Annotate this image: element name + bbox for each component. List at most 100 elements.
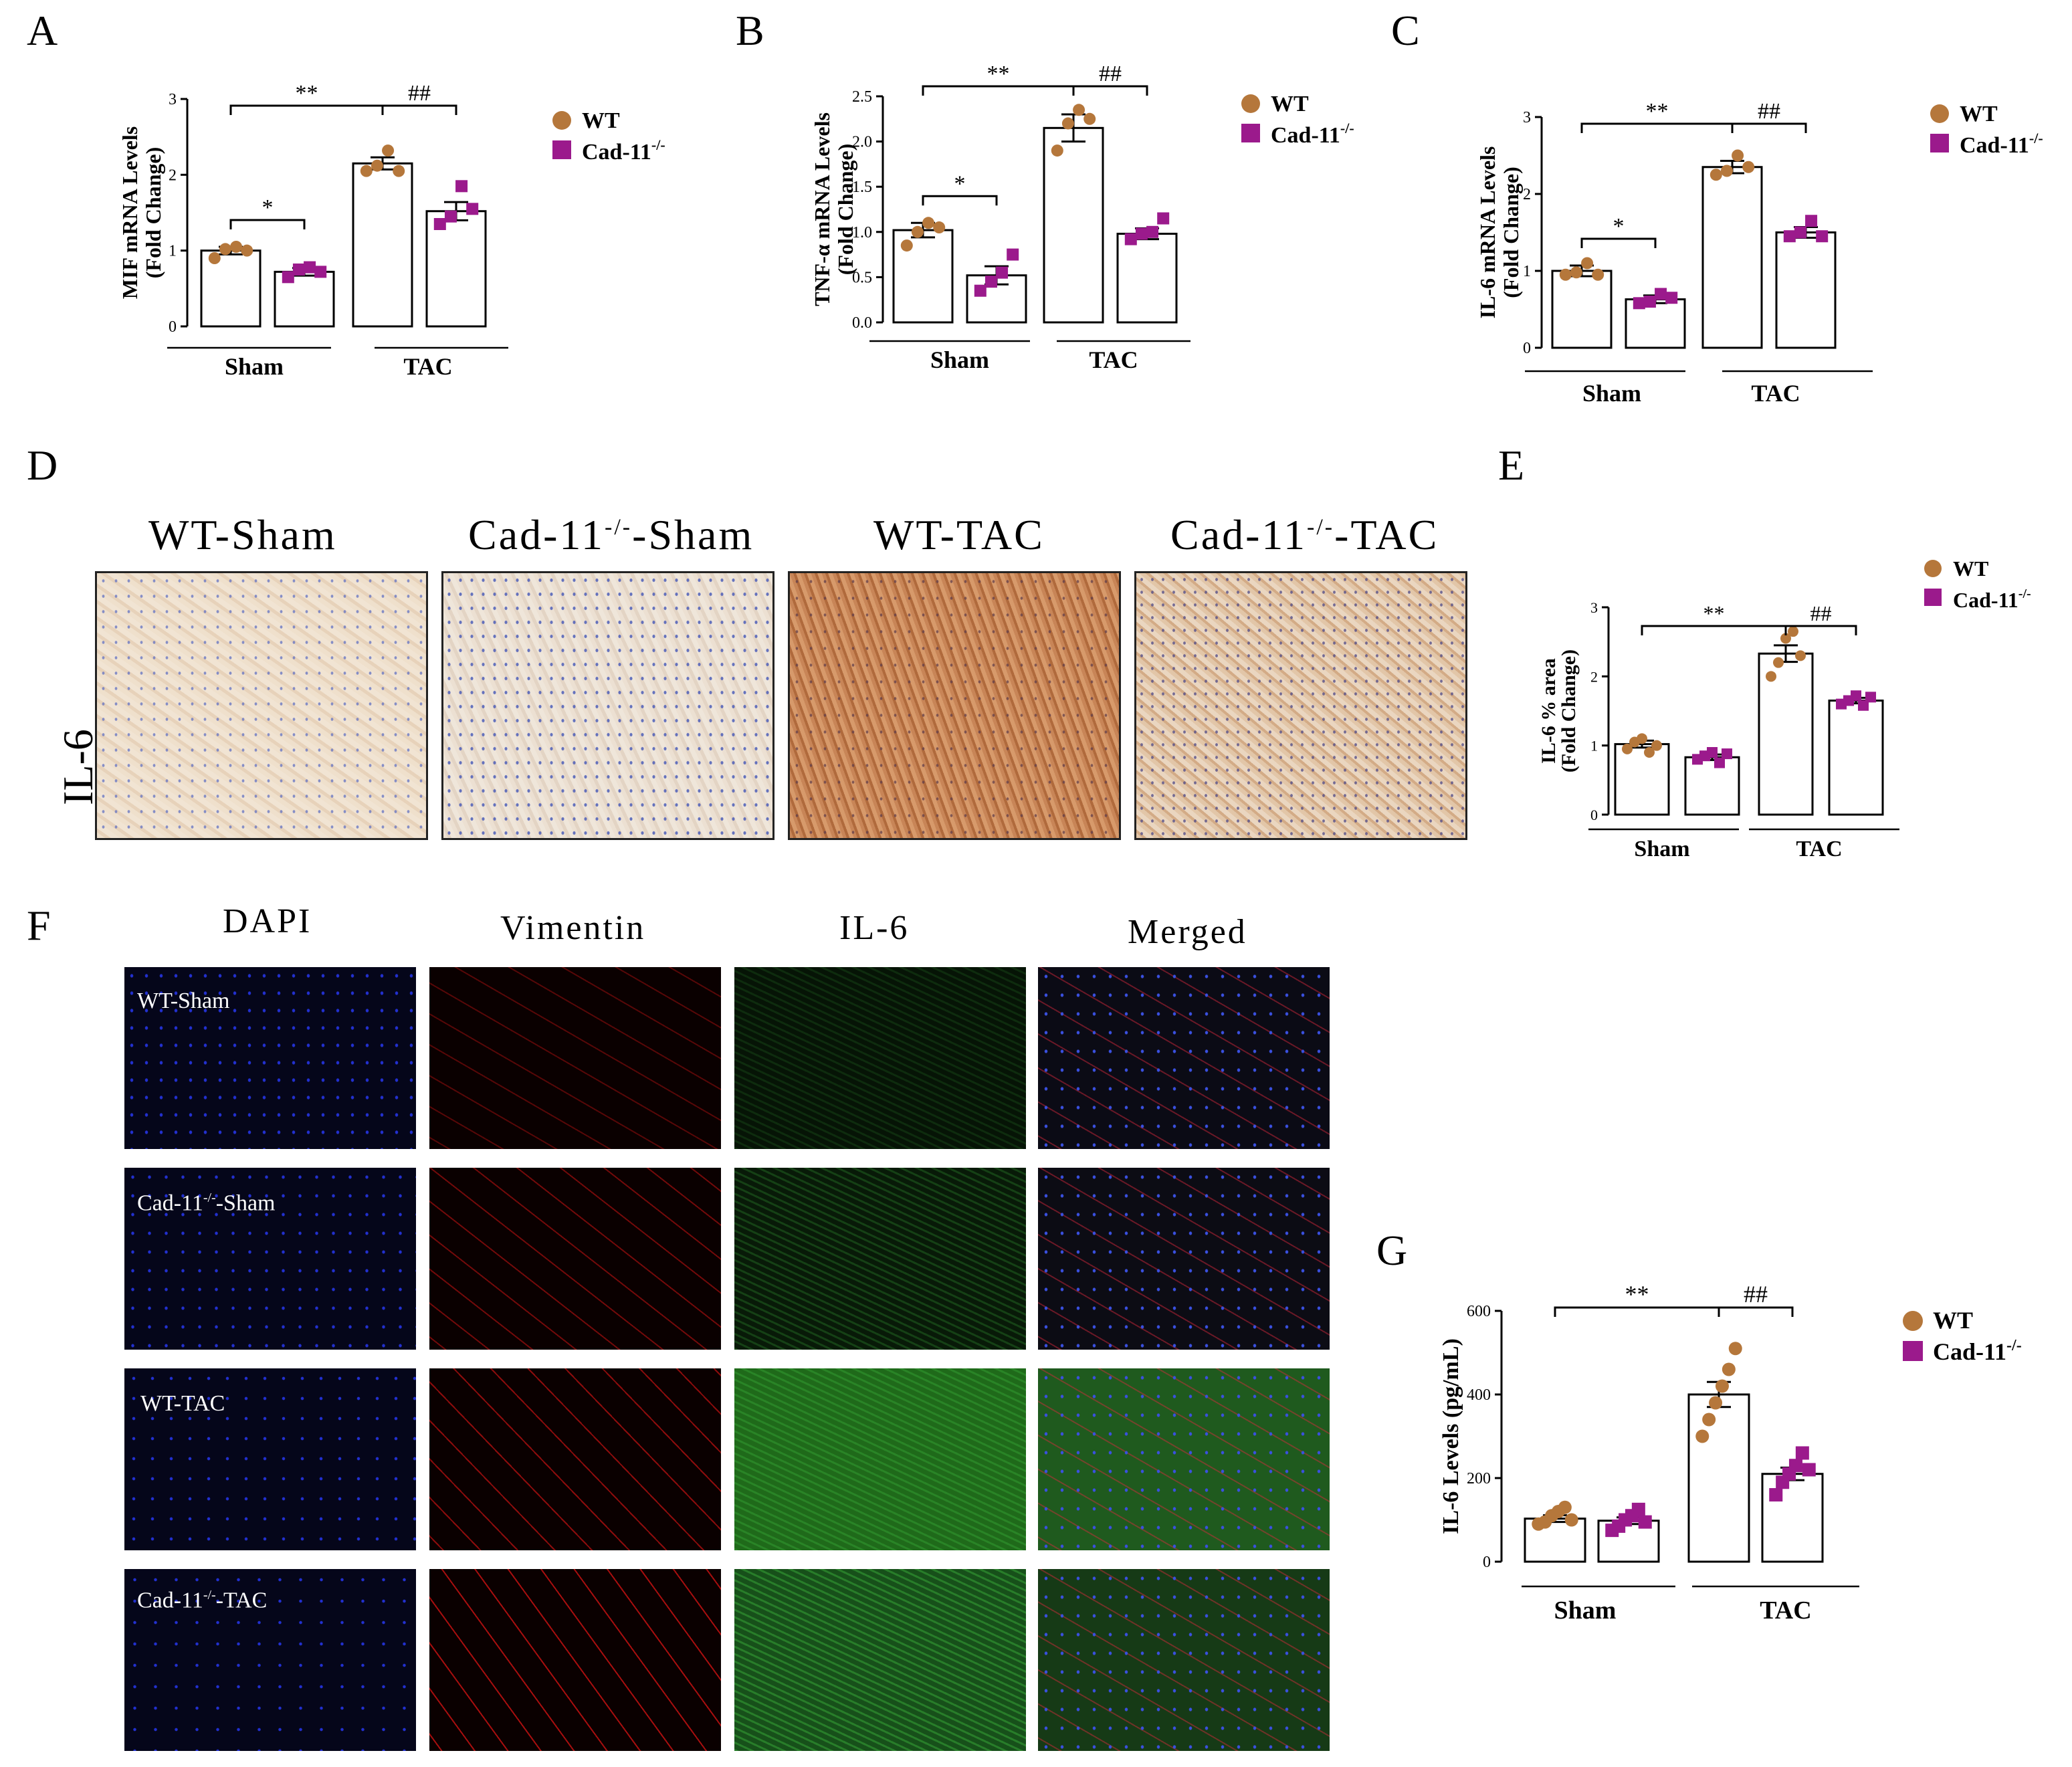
chart-e-ytick-label: 1 (1590, 738, 1598, 754)
chart-c-bar (1551, 270, 1613, 349)
chart-c-ytick-label: 2 (1523, 186, 1531, 203)
chart-e-sig-bracket (1641, 625, 1787, 635)
chart-g-legend-wt: WT (1933, 1307, 1973, 1334)
if-row-label-2: Cad-11-/--Sham (137, 1190, 276, 1216)
chart-g-point-wt (1695, 1429, 1710, 1443)
chart-e-point-cad (1851, 690, 1861, 702)
if-col-il6: IL-6 (839, 909, 910, 947)
chart-b-ytick-label: 1.5 (852, 179, 872, 196)
chart-c-point-wt (1592, 268, 1604, 281)
chart-a-point-wt (208, 252, 221, 264)
panel-label-g: G (1376, 1227, 1408, 1274)
if-row-label-1: WT-Sham (137, 989, 230, 1013)
chart-g-sig-label: ** (1625, 1284, 1649, 1308)
chart-e-group-label: Sham (1634, 837, 1689, 861)
chart-g-bar (1761, 1473, 1824, 1563)
chart-c-point-cad (1633, 297, 1645, 310)
chart-b-ytick-label: 0.0 (852, 314, 872, 332)
chart-a-point-wt (393, 165, 405, 177)
if-row-label-4: Cad-11-/--TAC (137, 1588, 268, 1613)
chart-g-il6-levels: 0 200 400 600 IL-6 Levels (pg/mL) ** ## Sham TAC… (1439, 1284, 2022, 1625)
if-image-tile (429, 967, 721, 1149)
chart-c-legend-cad-marker (1930, 134, 1949, 152)
chart-e-legend-wt: WT (1953, 556, 1988, 581)
chart-c-point-wt (1732, 149, 1744, 162)
chart-e-sig-label: ## (1810, 601, 1832, 625)
chart-c-ytick-label: 3 (1523, 109, 1531, 126)
chart-b-point-wt (911, 225, 924, 238)
ihc-image-wt-tac (788, 571, 1121, 840)
if-image-tile (734, 1168, 1026, 1350)
chart-g-ytick-label: 400 (1467, 1386, 1491, 1404)
chart-g-group-label: Sham (1554, 1596, 1617, 1625)
chart-a-ylabel: MIF mRNA Levels (118, 126, 142, 299)
chart-b-ylabel: TNF-α mRNA Levels (810, 112, 834, 306)
chart-c-legend-wt: WT (1960, 102, 1998, 126)
chart-c-point-wt (1559, 268, 1572, 281)
chart-c-sig-bracket (1580, 122, 1734, 133)
chart-c-point-cad (1665, 292, 1678, 304)
chart-e-point-cad (1714, 757, 1725, 768)
chart-c-ytick-label: 0 (1523, 340, 1531, 357)
chart-a-ytick-label: 1 (169, 243, 177, 260)
chart-b-ytick-label: 1.0 (852, 224, 872, 241)
chart-e-ylabel: IL-6 % area (1538, 658, 1560, 764)
chart-b-point-wt (1051, 144, 1063, 157)
chart-a-point-wt (241, 244, 253, 257)
chart-g-group-label: TAC (1760, 1596, 1811, 1625)
chart-b-bar (1043, 126, 1104, 324)
chart-e-bar (1828, 700, 1884, 816)
chart-g-legend-wt-marker (1903, 1311, 1923, 1331)
if-image-tile (1038, 967, 1330, 1149)
chart-g-point-wt (1715, 1379, 1729, 1393)
chart-g-legend-cad-marker (1903, 1341, 1923, 1361)
chart-a-sig-label: ** (296, 81, 318, 106)
chart-a-sig-label: ## (408, 81, 431, 106)
chart-c-point-cad (1783, 230, 1796, 243)
chart-g-ytick-label: 200 (1467, 1470, 1491, 1487)
chart-e-ylabel-2: (Fold Change) (1558, 649, 1580, 772)
panel-label-c: C (1391, 7, 1420, 54)
chart-e-ytick-label: 0 (1590, 807, 1598, 823)
chart-b-point-cad (1146, 225, 1159, 238)
chart-a-bar (425, 210, 487, 328)
ihc-title-1: WT-Sham (148, 511, 337, 558)
if-image-tile (124, 967, 416, 1149)
chart-g-sig-bracket (1554, 1306, 1720, 1317)
chart-c-legend-cad: Cad-11-/- (1960, 130, 2043, 158)
chart-b-ytick-label: 2.0 (852, 134, 872, 151)
chart-b-sig-label: ** (987, 62, 1010, 86)
chart-a-group-label: TAC (403, 353, 452, 380)
chart-c-point-cad (1805, 215, 1818, 227)
chart-b-point-cad (1124, 233, 1137, 245)
chart-e-point-cad (1707, 747, 1718, 758)
panel-label-f: F (27, 902, 51, 949)
chart-c-bar (1701, 166, 1763, 349)
chart-c-ylabel-2: (Fold Change) (1499, 167, 1523, 298)
chart-e-point-cad (1858, 700, 1869, 711)
if-image-tile (124, 1168, 416, 1350)
chart-a-point-cad (292, 264, 305, 276)
chart-a-ytick-label: 2 (169, 167, 177, 184)
chart-c-point-wt (1710, 169, 1722, 181)
chart-a-legend-cad-marker (552, 140, 571, 159)
chart-b-sig-bracket (922, 85, 1075, 96)
chart-e-point-wt (1773, 657, 1784, 668)
ihc-image-wt-sham (95, 571, 428, 840)
chart-e-bar (1684, 756, 1740, 816)
chart-g-point-wt (1564, 1513, 1578, 1527)
chart-c-point-cad (1816, 230, 1829, 243)
chart-g-bar (1687, 1393, 1750, 1563)
ihc-title-4: Cad-11-/--TAC (1170, 511, 1439, 558)
chart-e-point-wt (1780, 633, 1791, 644)
chart-a-sig-bracket (381, 104, 457, 115)
chart-c-bar (1775, 231, 1837, 349)
chart-a-point-cad (444, 210, 457, 223)
if-row-label-3: WT-TAC (140, 1391, 225, 1416)
chart-a-point-cad (455, 180, 468, 193)
chart-a-point-cad (282, 271, 294, 284)
chart-a-bar (352, 162, 413, 328)
chart-a-sig-label: * (262, 195, 274, 220)
panel-label-e: E (1498, 441, 1525, 489)
